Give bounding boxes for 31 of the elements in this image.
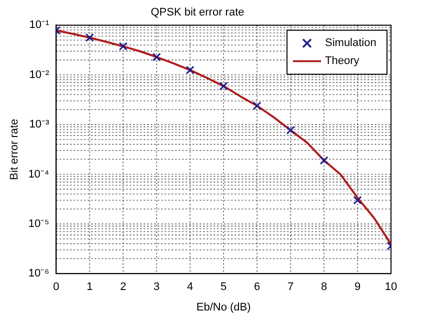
x-tick-label: 5 xyxy=(220,281,227,294)
legend-label: Simulation xyxy=(325,37,376,50)
x-tick-label: 0 xyxy=(53,281,60,294)
point xyxy=(118,42,128,51)
point xyxy=(353,196,362,204)
x-tick-label: 7 xyxy=(287,281,294,294)
x-axis-title: Eb/No (dB) xyxy=(196,301,251,314)
x-tick-label: 9 xyxy=(354,281,361,294)
y-tick-label: 10⁻⁵ xyxy=(28,218,50,230)
y-tick-label: 10⁻¹ xyxy=(29,19,50,32)
point xyxy=(186,66,194,74)
y-axis-title: Bit error rate xyxy=(8,118,21,180)
point xyxy=(286,126,295,134)
x-tick-label: 1 xyxy=(86,281,93,294)
point xyxy=(152,52,161,62)
y-tick-label: 10⁻⁴ xyxy=(28,168,50,180)
x-tick-label: 8 xyxy=(320,281,328,294)
y-tick-label: 10⁻² xyxy=(29,68,50,81)
x-tick-label: 4 xyxy=(187,281,194,294)
point xyxy=(252,101,262,110)
point xyxy=(320,156,328,165)
x-tick-label: 3 xyxy=(154,281,160,294)
y-tick-label: 10⁻⁶ xyxy=(28,268,50,280)
chart-title: QPSK bit error rate xyxy=(150,6,244,19)
point xyxy=(219,82,228,90)
x-tick-label: 10 xyxy=(384,281,398,294)
y-tick-label: 10⁻³ xyxy=(29,118,50,131)
x-tick-label: 2 xyxy=(120,281,126,294)
x-tick-label: 6 xyxy=(254,281,260,294)
point xyxy=(85,33,94,42)
legend-label: Theory xyxy=(325,55,360,68)
